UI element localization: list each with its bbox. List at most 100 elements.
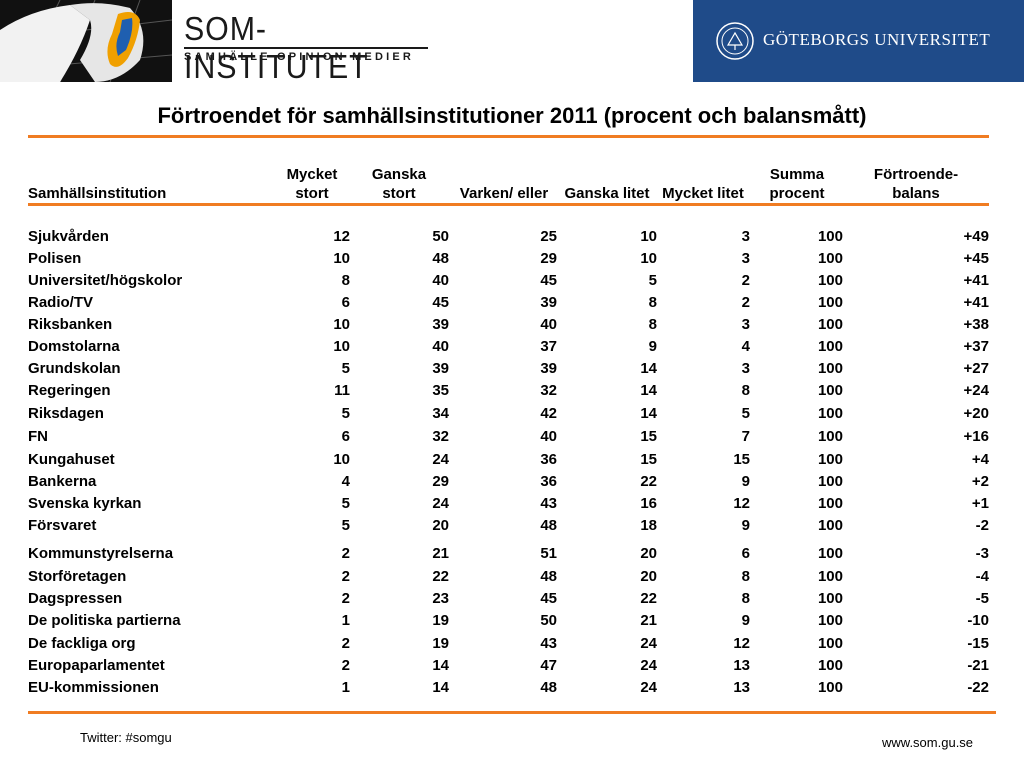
table-cell: 9 bbox=[741, 612, 750, 629]
table-cell: 32 bbox=[432, 428, 449, 445]
som-logo-title: SOM-INSTITUTET bbox=[184, 10, 369, 85]
table-cell: 48 bbox=[540, 568, 557, 585]
table-cell: 100 bbox=[817, 272, 843, 289]
table-cell: 20 bbox=[640, 545, 657, 562]
table-cell: 24 bbox=[640, 679, 657, 696]
table-cell: +20 bbox=[963, 405, 989, 422]
table-cell: -3 bbox=[975, 545, 989, 562]
table-cell: 47 bbox=[540, 657, 557, 674]
table-cell: 29 bbox=[540, 250, 557, 267]
table-cell: 100 bbox=[817, 451, 843, 468]
institution-name: FN bbox=[28, 428, 48, 445]
table-cell: 100 bbox=[817, 657, 843, 674]
table-cell: 29 bbox=[432, 473, 449, 490]
table-cell: 51 bbox=[540, 545, 557, 562]
twitter-handle: Twitter: #somgu bbox=[80, 730, 172, 745]
table-cell: 11 bbox=[334, 382, 350, 399]
table-cell: 100 bbox=[817, 228, 843, 245]
institution-name: Storföretagen bbox=[28, 568, 127, 585]
institution-name: Sjukvården bbox=[28, 228, 109, 245]
institution-name: EU-kommissionen bbox=[28, 679, 159, 696]
column-header-6-line2: procent bbox=[769, 185, 825, 202]
table-cell: 8 bbox=[648, 294, 657, 311]
som-logo-subtitle: SAMHÄLLE OPINION MEDIER bbox=[184, 51, 415, 63]
table-cell: 3 bbox=[741, 360, 750, 377]
table-cell: 5 bbox=[341, 405, 350, 422]
table-cell: +1 bbox=[971, 495, 989, 512]
table-cell: 22 bbox=[432, 568, 449, 585]
table-cell: 10 bbox=[333, 451, 350, 468]
table-cell: +37 bbox=[963, 338, 989, 355]
table-cell: 16 bbox=[640, 495, 657, 512]
institution-name: Kungahuset bbox=[28, 451, 115, 468]
table-cell: 20 bbox=[640, 568, 657, 585]
table-cell: 1 bbox=[341, 679, 350, 696]
table-cell: 3 bbox=[741, 316, 750, 333]
table-cell: -2 bbox=[975, 517, 989, 534]
table-cell: 100 bbox=[817, 428, 843, 445]
table-cell: 2 bbox=[341, 590, 350, 607]
table-cell: 10 bbox=[333, 338, 350, 355]
table-cell: 8 bbox=[741, 590, 750, 607]
table-cell: -22 bbox=[967, 679, 989, 696]
table-cell: 10 bbox=[640, 250, 657, 267]
table-cell: 8 bbox=[741, 382, 750, 399]
table-cell: +16 bbox=[963, 428, 989, 445]
table-cell: -21 bbox=[967, 657, 989, 674]
table-cell: 14 bbox=[640, 405, 657, 422]
table-cell: 2 bbox=[741, 294, 750, 311]
table-cell: 100 bbox=[817, 635, 843, 652]
table-cell: 22 bbox=[640, 590, 657, 607]
institution-name: Radio/TV bbox=[28, 294, 94, 311]
column-header-7-line2: balans bbox=[892, 185, 940, 202]
institution-name: Kommunstyrelserna bbox=[28, 545, 174, 562]
table-cell: 100 bbox=[817, 382, 843, 399]
table-cell: 5 bbox=[341, 495, 350, 512]
table-cell: +38 bbox=[963, 316, 989, 333]
table-cell: 24 bbox=[432, 451, 449, 468]
table-cell: 12 bbox=[333, 228, 350, 245]
website-link[interactable]: www.som.gu.se bbox=[882, 735, 974, 750]
table-cell: 22 bbox=[640, 473, 657, 490]
table-cell: 19 bbox=[432, 635, 449, 652]
table-cell: 100 bbox=[817, 294, 843, 311]
table-cell: 100 bbox=[817, 473, 843, 490]
column-header-4-line2: Ganska litet bbox=[564, 185, 650, 202]
table-cell: 9 bbox=[741, 473, 750, 490]
institution-name: Bankerna bbox=[28, 473, 97, 490]
table-cell: 39 bbox=[432, 316, 449, 333]
table-cell: 43 bbox=[540, 635, 557, 652]
table-cell: -15 bbox=[967, 635, 989, 652]
table-cell: -4 bbox=[975, 568, 989, 585]
university-name: GÖTEBORGS UNIVERSITET bbox=[763, 30, 991, 49]
table-cell: 15 bbox=[640, 451, 657, 468]
table-cell: 40 bbox=[540, 428, 557, 445]
scandinavia-map-icon bbox=[0, 0, 172, 82]
table-cell: 10 bbox=[333, 250, 350, 267]
column-header-3-line2: Varken/ eller bbox=[459, 185, 549, 202]
table-cell: 4 bbox=[341, 473, 350, 490]
table-cell: 7 bbox=[741, 428, 750, 445]
table-cell: +41 bbox=[963, 294, 989, 311]
table-cell: +24 bbox=[963, 382, 989, 399]
table-cell: 13 bbox=[733, 657, 750, 674]
page-title: Förtroendet för samhällsinstitutioner 20… bbox=[157, 103, 867, 128]
column-header-7-line1: Förtroende- bbox=[873, 166, 959, 183]
table-cell: +49 bbox=[963, 228, 989, 245]
table-cell: 50 bbox=[432, 228, 449, 245]
table-cell: 15 bbox=[733, 451, 750, 468]
table-cell: 37 bbox=[540, 338, 557, 355]
som-logo: SOM-INSTITUTET SAMHÄLLE OPINION MEDIER bbox=[0, 0, 440, 85]
table-cell: 25 bbox=[540, 228, 557, 245]
table-cell: 2 bbox=[341, 568, 350, 585]
table-cell: 45 bbox=[540, 590, 557, 607]
table-cell: 5 bbox=[341, 360, 350, 377]
table-cell: 8 bbox=[741, 568, 750, 585]
institution-name: Riksbanken bbox=[28, 316, 113, 333]
table-cell: -5 bbox=[975, 590, 989, 607]
institution-name: Försvaret bbox=[28, 517, 97, 534]
table-cell: 100 bbox=[817, 316, 843, 333]
institution-name: Grundskolan bbox=[28, 360, 121, 377]
table-cell: 9 bbox=[741, 517, 750, 534]
table-cell: 6 bbox=[341, 294, 350, 311]
